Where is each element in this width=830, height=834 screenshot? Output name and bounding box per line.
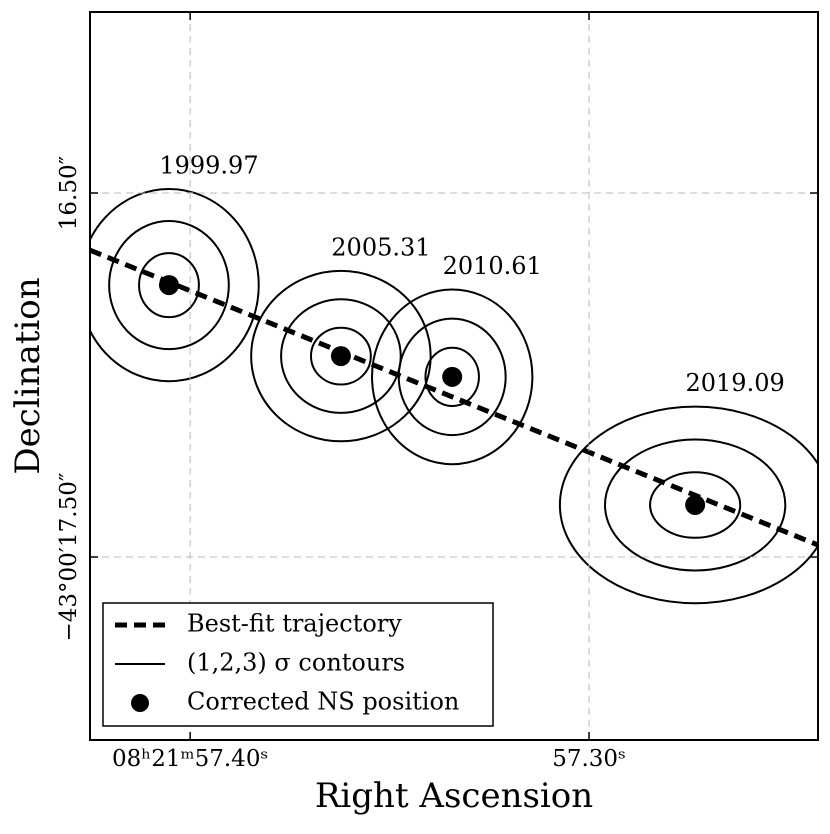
epoch-label: 1999.97 (159, 152, 258, 180)
plot-frame (89, 11, 819, 741)
legend-marker (131, 694, 149, 712)
x-axis-label: Right Ascension (315, 776, 593, 816)
legend-label: Corrected NS position (187, 688, 459, 716)
y-tick-label: −43°00′17.50″ (56, 472, 82, 641)
sigma-contour (108, 220, 230, 351)
ns-position (330, 346, 351, 367)
legend-label: Best-fit trajectory (187, 610, 402, 638)
ns-position (685, 494, 706, 515)
sigma-contour (603, 438, 787, 572)
trajectory-line (90, 247, 818, 548)
y-tick-label: 16.50″ (56, 155, 82, 230)
sigma-contour (250, 269, 432, 443)
x-tick-label: 57.30ˢ (552, 746, 626, 772)
ns-position (442, 366, 463, 387)
legend-box (102, 602, 494, 727)
y-axis-label: Declination (8, 277, 48, 474)
sigma-contour (371, 288, 534, 466)
sigma-contour (309, 326, 372, 386)
sigma-contour (90, 188, 260, 383)
sigma-contour (280, 298, 402, 414)
epoch-label: 2019.09 (686, 369, 785, 397)
sigma-contour (424, 346, 480, 407)
legend-label: (1,2,3) σ contours (187, 649, 405, 677)
x-tick-label: 08ʰ21ᵐ57.40ˢ (112, 746, 268, 772)
sigma-contour (138, 252, 200, 319)
epoch-label: 2005.31 (331, 233, 430, 261)
ns-position (158, 275, 179, 296)
epoch-label: 2010.61 (443, 252, 542, 280)
sigma-contour (558, 405, 818, 605)
sigma-contour (649, 471, 742, 539)
